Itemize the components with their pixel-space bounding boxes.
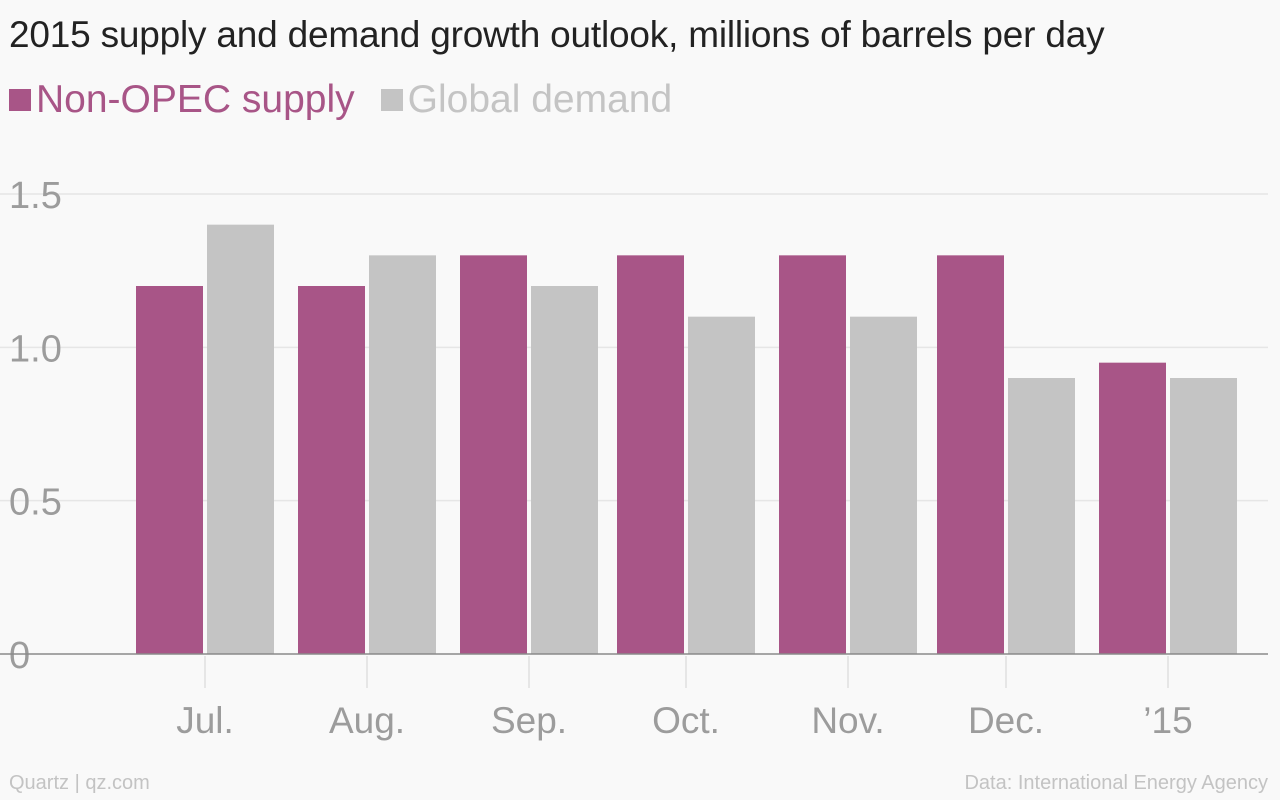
- chart-title: 2015 supply and demand growth outlook, m…: [9, 14, 1105, 55]
- x-tick-label: Jul.: [176, 700, 234, 741]
- y-tick-label: 0.5: [9, 482, 62, 524]
- bar-supply: [617, 255, 684, 655]
- y-tick-label: 1.0: [9, 328, 62, 370]
- bar-demand: [369, 255, 436, 655]
- bar-supply: [298, 286, 365, 654]
- bar-demand: [688, 316, 755, 654]
- bar-supply: [1099, 362, 1166, 654]
- bar-supply: [779, 255, 846, 655]
- legend-label-supply: Non-OPEC supply: [36, 78, 355, 121]
- bar-demand: [1008, 378, 1075, 654]
- x-tick-label: Nov.: [811, 700, 884, 741]
- legend-swatch-supply: [9, 89, 31, 111]
- legend: Non-OPEC supply Global demand: [9, 78, 698, 122]
- bar-demand: [207, 224, 274, 654]
- x-tick-label: ’15: [1143, 700, 1192, 741]
- bar-supply: [136, 286, 203, 654]
- x-tick-label: Dec.: [968, 700, 1044, 741]
- x-tick-label: Sep.: [491, 700, 567, 741]
- source-credit: Quartz | qz.com: [9, 772, 150, 794]
- bar-supply: [937, 255, 1004, 655]
- legend-label-demand: Global demand: [407, 78, 673, 121]
- x-tick-label: Aug.: [329, 700, 405, 741]
- bar-supply: [460, 255, 527, 655]
- x-tick-label: Oct.: [652, 700, 720, 741]
- bar-demand: [850, 316, 917, 654]
- legend-item-supply: Non-OPEC supply: [9, 78, 355, 122]
- y-tick-label: 0: [9, 635, 30, 677]
- legend-swatch-demand: [380, 89, 403, 111]
- bar-demand: [1170, 378, 1237, 654]
- legend-item-demand: Global demand: [380, 78, 673, 122]
- data-source: Data: International Energy Agency: [964, 772, 1268, 794]
- bar-demand: [531, 286, 598, 654]
- y-tick-label: 1.5: [9, 175, 62, 217]
